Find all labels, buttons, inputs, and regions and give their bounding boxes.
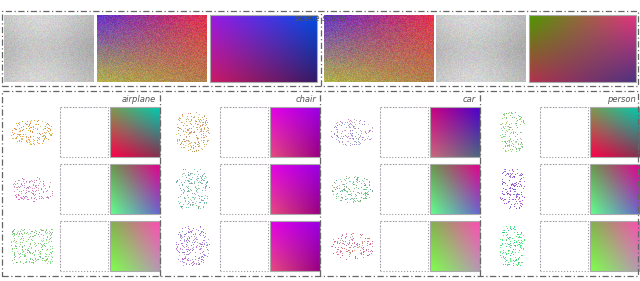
Bar [380,107,428,157]
Text: car: car [463,95,476,104]
Text: person: person [607,95,636,104]
Text: airplane: airplane [122,95,156,104]
Bar [220,221,268,271]
Bar [529,15,636,82]
Bar [110,107,160,157]
Bar [270,164,320,214]
Bar [380,164,428,214]
Bar [110,221,160,271]
Bar [270,107,320,157]
Text: chair: chair [295,95,316,104]
Bar [590,107,640,157]
Bar [2,91,638,276]
Text: scene scans: scene scans [294,14,346,23]
Bar [590,221,640,271]
Bar [380,221,428,271]
Bar [210,15,317,82]
Bar [2,11,638,86]
Bar [540,164,588,214]
Bar [60,164,108,214]
Bar [60,107,108,157]
Bar [220,164,268,214]
Bar [270,221,320,271]
Bar [590,164,640,214]
Bar [60,221,108,271]
Bar [430,107,480,157]
Bar [430,164,480,214]
Bar [110,164,160,214]
Bar [540,221,588,271]
Bar [540,107,588,157]
Bar [430,221,480,271]
Bar [220,107,268,157]
